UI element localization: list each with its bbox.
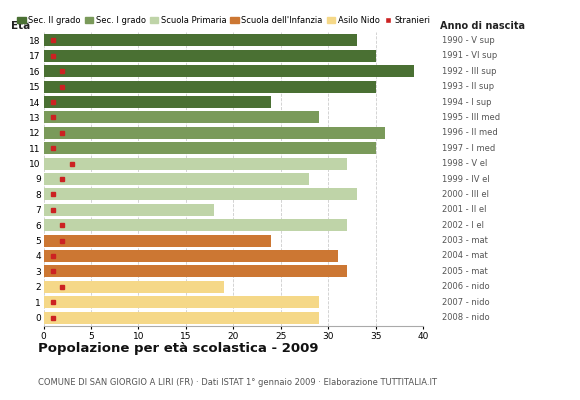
Text: 2002 - I el: 2002 - I el [441,221,484,230]
Text: 1993 - II sup: 1993 - II sup [441,82,494,91]
Text: COMUNE DI SAN GIORGIO A LIRI (FR) · Dati ISTAT 1° gennaio 2009 · Elaborazione TU: COMUNE DI SAN GIORGIO A LIRI (FR) · Dati… [38,378,437,387]
Text: 1997 - I med: 1997 - I med [441,144,495,153]
Bar [44,296,319,308]
Bar [44,234,271,246]
Bar [44,96,271,108]
Bar [44,50,376,62]
Text: 2005 - mat: 2005 - mat [441,267,487,276]
Bar [44,34,357,46]
Text: 2000 - III el: 2000 - III el [441,190,488,199]
Bar [44,219,347,231]
Text: 2007 - nido: 2007 - nido [441,298,490,307]
Bar [44,112,319,124]
Text: Età: Età [11,20,31,30]
Text: 2004 - mat: 2004 - mat [441,252,487,260]
Bar [44,142,376,154]
Text: 1991 - VI sup: 1991 - VI sup [441,51,497,60]
Text: 2008 - nido: 2008 - nido [441,313,490,322]
Text: Anno di nascita: Anno di nascita [440,20,525,30]
Text: 2001 - II el: 2001 - II el [441,205,486,214]
Bar [44,65,414,77]
Text: 1996 - II med: 1996 - II med [441,128,498,137]
Bar [44,81,376,93]
Bar [44,173,310,185]
Text: 1998 - V el: 1998 - V el [441,159,487,168]
Text: 1992 - III sup: 1992 - III sup [441,67,496,76]
Text: Popolazione per età scolastica - 2009: Popolazione per età scolastica - 2009 [38,342,318,355]
Bar [44,204,215,216]
Bar [44,281,224,293]
Text: 1990 - V sup: 1990 - V sup [441,36,494,45]
Bar [44,127,385,139]
Text: 2006 - nido: 2006 - nido [441,282,490,291]
Text: 1999 - IV el: 1999 - IV el [441,174,490,184]
Legend: Sec. II grado, Sec. I grado, Scuola Primaria, Scuola dell'Infanzia, Asilo Nido, : Sec. II grado, Sec. I grado, Scuola Prim… [17,16,430,25]
Bar [44,250,338,262]
Text: 1994 - I sup: 1994 - I sup [441,98,491,106]
Bar [44,312,319,324]
Text: 2003 - mat: 2003 - mat [441,236,488,245]
Bar [44,265,347,277]
Bar [44,158,347,170]
Text: 1995 - III med: 1995 - III med [441,113,500,122]
Bar [44,188,357,200]
